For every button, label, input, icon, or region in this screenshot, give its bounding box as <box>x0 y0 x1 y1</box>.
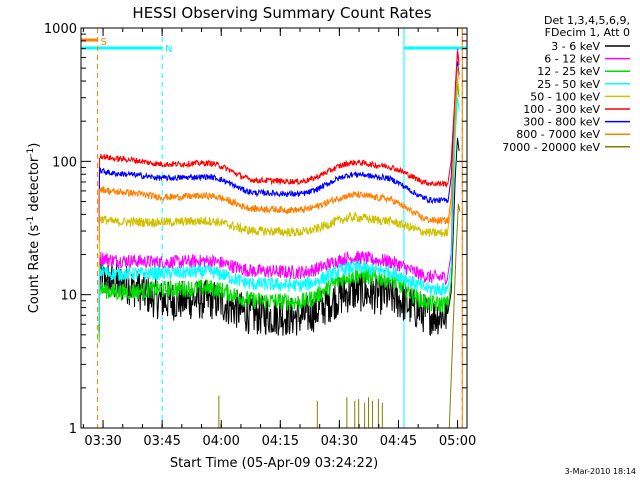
x-axis-label: Start Time (05-Apr-09 03:24:22) <box>170 456 378 471</box>
series-line-800-7000kev <box>98 65 460 243</box>
legend-header: Det 1,3,4,5,6,9,FDecim 1, Att 0 <box>544 14 630 39</box>
x-tick-label: 03:30 <box>84 434 121 449</box>
x-tick-label: 03:45 <box>143 434 180 449</box>
legend-label: 100 - 300 keV <box>523 103 600 116</box>
series-line-100-300kev <box>98 52 460 209</box>
x-tick-label: 04:00 <box>202 434 239 449</box>
legend-header-line: FDecim 1, Att 0 <box>545 26 630 39</box>
series-layer <box>98 48 461 428</box>
y-tick-label: 10 <box>60 289 77 304</box>
legend-label: 300 - 800 keV <box>523 116 600 129</box>
y-tick-label: 100 <box>52 155 77 170</box>
y-axis-label: Count Rate (s-1 detector-1) <box>26 143 42 314</box>
interval-label: N <box>165 44 172 55</box>
series-line-50-100kev <box>98 78 460 272</box>
x-axis: 03:30 03:45 04:00 04:15 04:30 04:45 05:00 <box>82 28 476 449</box>
legend-label: 7000 - 20000 keV <box>502 141 600 154</box>
legend-label: 50 - 100 keV <box>530 90 600 103</box>
legend-label: 25 - 50 keV <box>537 78 600 91</box>
series-line-300-800kev <box>98 61 460 224</box>
series-line-3-6kev <box>98 137 460 337</box>
plot-frame <box>80 27 468 429</box>
legend-label: 3 - 6 keV <box>551 40 600 53</box>
x-tick-label: 04:45 <box>380 434 417 449</box>
series-line-7000-20000kev <box>448 203 461 428</box>
chart-title: HESSI Observing Summary Count Rates <box>132 4 431 22</box>
footer-date: 3-Mar-2010 18:14 <box>565 467 636 476</box>
series-line-6-12kev <box>98 48 460 311</box>
y-tick-label: 1000 <box>44 22 77 37</box>
interval-label: S <box>101 37 107 48</box>
legend-label: 12 - 25 keV <box>537 65 600 78</box>
y-axis: 1 10 100 1000 <box>44 22 467 437</box>
legend-label: 800 - 7000 keV <box>516 128 600 141</box>
x-tick-label: 04:15 <box>262 434 299 449</box>
y-tick-label: 1 <box>69 422 77 437</box>
series-line-25-50kev <box>98 97 460 325</box>
x-tick-label: 05:00 <box>439 434 476 449</box>
x-tick-label: 04:30 <box>321 434 358 449</box>
legend-header-line: Det 1,3,4,5,6,9, <box>544 14 630 27</box>
legend-label: 6 - 12 keV <box>544 53 600 66</box>
